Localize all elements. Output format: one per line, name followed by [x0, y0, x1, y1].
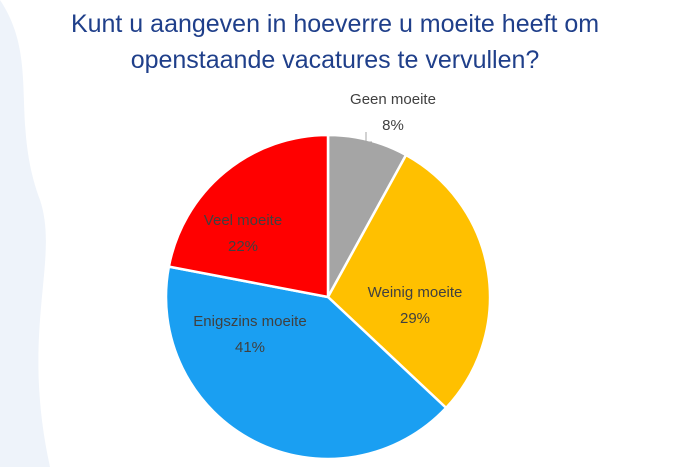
slice-value-label: 41%: [235, 339, 265, 356]
slice-label: Enigszins moeite: [193, 313, 306, 330]
slice-value-label: 22%: [228, 238, 258, 255]
background-swoosh: [0, 0, 50, 467]
slice-value-label: 8%: [382, 117, 404, 134]
slice-label: Weinig moeite: [368, 284, 463, 301]
pie-slice: [164, 265, 448, 461]
pie-slice: [326, 153, 492, 410]
slice-label: Veel moeite: [204, 212, 282, 229]
slice-label: Geen moeite: [350, 91, 436, 108]
pie-slice: [167, 133, 330, 299]
chart-title: Kunt u aangeven in hoeverre u moeite hee…: [70, 10, 600, 74]
slice-value-label: 29%: [400, 310, 430, 327]
leader-line: [365, 132, 372, 143]
